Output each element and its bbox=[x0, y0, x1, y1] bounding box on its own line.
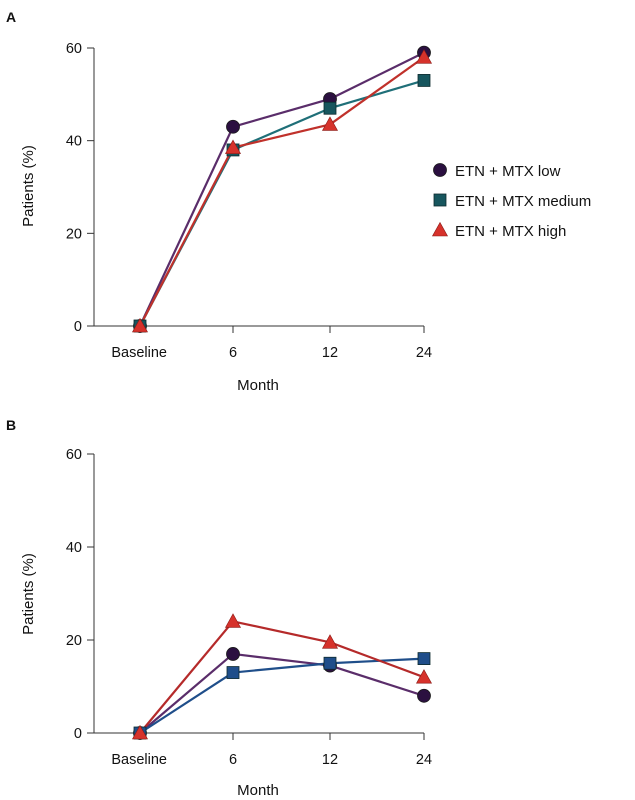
panel-b: B Patients (%) Month 0 20 40 60 Baseline 6 12 2… bbox=[6, 417, 432, 799]
panel-a-y-axis-title: Patients (%) bbox=[20, 145, 37, 227]
panel-b-x-axis-title: Month bbox=[237, 782, 279, 799]
panel-b-plot-area: 0 20 40 60 Baseline 6 12 24 bbox=[66, 447, 432, 768]
data-point-triangle bbox=[224, 139, 242, 154]
series-line-triangle bbox=[139, 56, 425, 327]
data-point-square bbox=[417, 74, 431, 87]
y-tick-label: 60 bbox=[66, 447, 82, 463]
x-tick-label: 12 bbox=[322, 752, 338, 768]
panel-b-y-axis-title: Patients (%) bbox=[20, 553, 37, 635]
series-line-square bbox=[139, 79, 425, 327]
data-point-triangle bbox=[415, 669, 433, 684]
panel-a: A Patients (%) Month 0 20 40 60 Baseline 6 12 2… bbox=[6, 9, 591, 394]
x-tick-label: Baseline bbox=[111, 752, 167, 768]
data-point-triangle bbox=[131, 317, 149, 333]
series-line-circle bbox=[139, 51, 425, 327]
series-line-circle bbox=[139, 652, 425, 734]
data-point-triangle bbox=[321, 634, 339, 649]
legend-marker-square bbox=[433, 193, 447, 207]
data-point-square bbox=[226, 666, 240, 679]
x-tick-label: 6 bbox=[229, 345, 237, 361]
panel-a-x-axis-title: Month bbox=[237, 377, 279, 394]
data-point-square bbox=[323, 101, 337, 115]
series-line-triangle bbox=[139, 620, 425, 734]
legend-label: ETN + MTX medium bbox=[455, 193, 591, 210]
panel-a-legend: ETN + MTX low ETN + MTX medium ETN + MTX h… bbox=[431, 163, 591, 240]
data-point-circle bbox=[226, 647, 240, 661]
data-point-triangle bbox=[415, 49, 433, 64]
x-tick-label: Baseline bbox=[111, 345, 167, 361]
x-tick-label: 24 bbox=[416, 752, 432, 768]
legend-marker-circle bbox=[433, 163, 447, 177]
data-point-triangle bbox=[224, 613, 242, 628]
y-tick-label: 20 bbox=[66, 226, 82, 242]
x-tick-label: 6 bbox=[229, 752, 237, 768]
legend-marker-triangle bbox=[431, 221, 449, 237]
data-point-circle bbox=[417, 688, 431, 703]
legend-label: ETN + MTX high bbox=[455, 223, 566, 240]
legend-label: ETN + MTX low bbox=[455, 163, 561, 180]
y-tick-label: 20 bbox=[66, 633, 82, 649]
data-point-square bbox=[417, 652, 431, 665]
panel-a-letter: A bbox=[6, 9, 16, 25]
panel-b-letter: B bbox=[6, 417, 16, 433]
panel-a-plot-area: 0 20 40 60 Baseline 6 12 24 bbox=[66, 41, 432, 361]
data-point-square bbox=[323, 656, 337, 670]
y-tick-label: 60 bbox=[66, 41, 82, 57]
y-tick-label: 0 bbox=[74, 726, 82, 742]
x-tick-label: 12 bbox=[322, 345, 338, 361]
y-tick-label: 0 bbox=[74, 319, 82, 335]
data-point-triangle bbox=[131, 724, 149, 740]
y-tick-label: 40 bbox=[66, 134, 82, 150]
data-point-triangle bbox=[321, 116, 339, 131]
y-tick-label: 40 bbox=[66, 540, 82, 556]
x-tick-label: 24 bbox=[416, 345, 432, 361]
data-point-circle bbox=[226, 119, 240, 134]
